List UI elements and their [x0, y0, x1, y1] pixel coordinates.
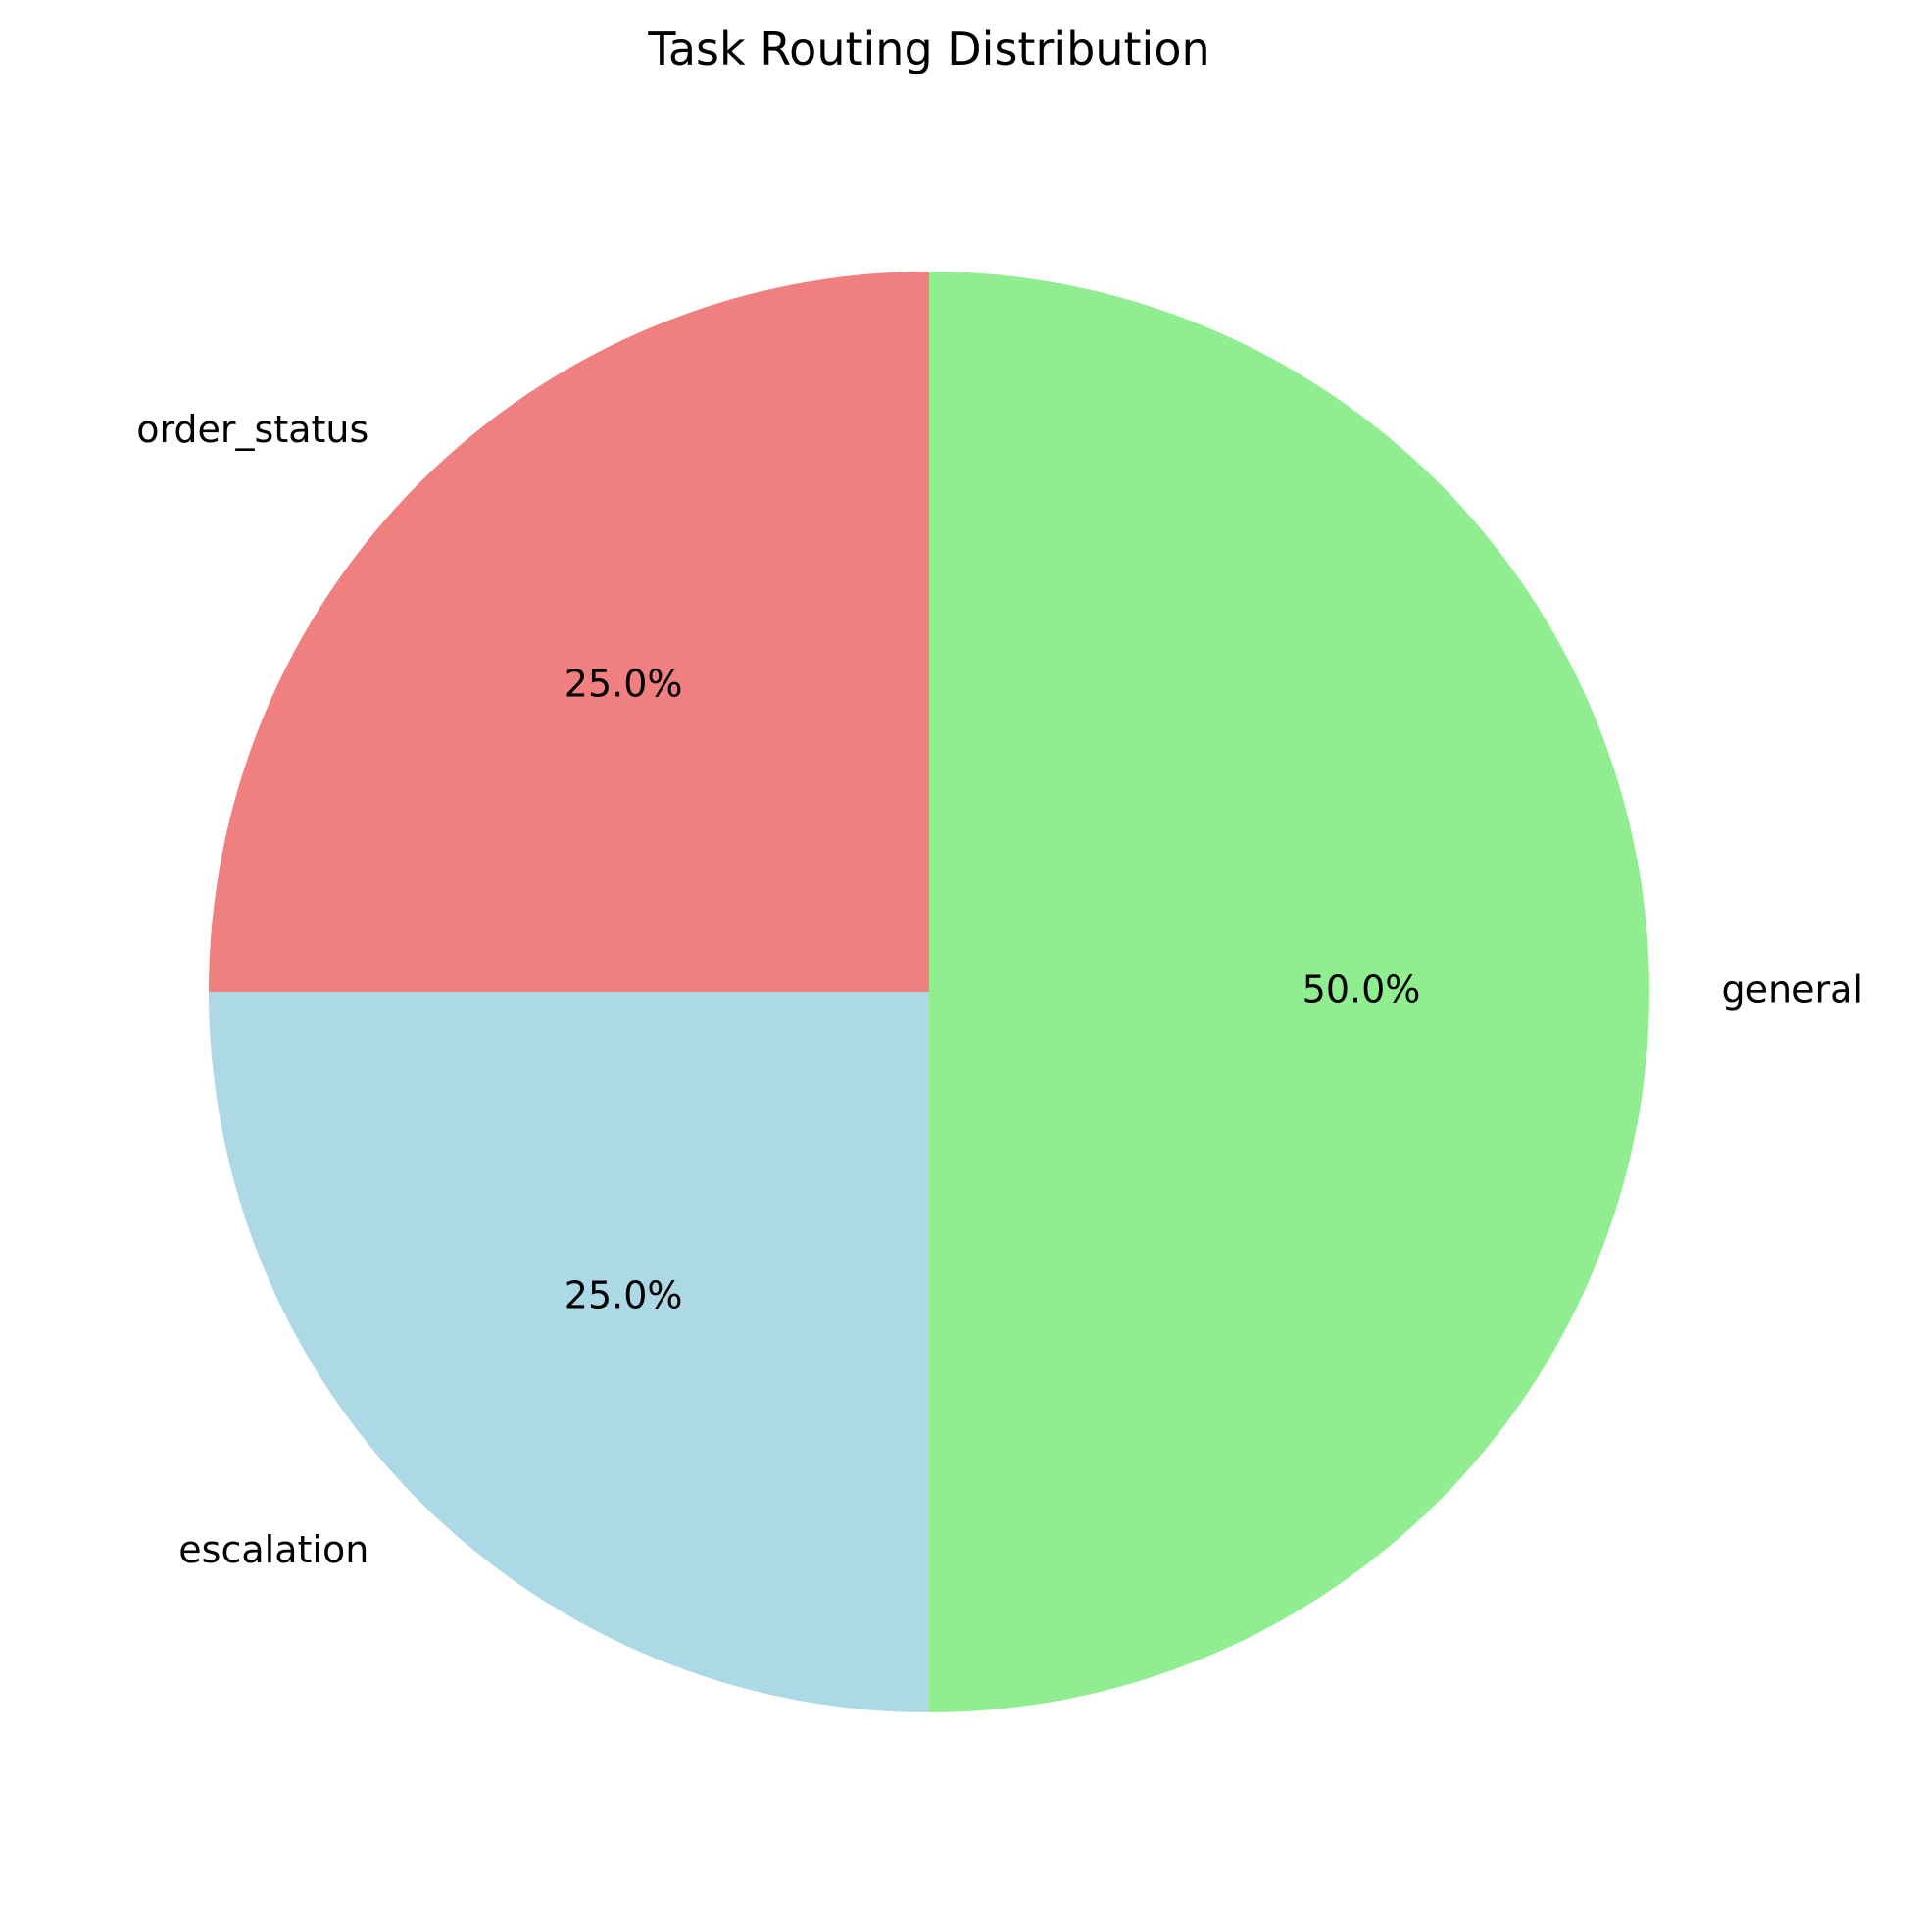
slice-label-order-status: order_status — [136, 408, 368, 451]
pie-slices — [209, 272, 1649, 1712]
pie-labels: order_status 25.0% escalation 25.0% general 5… — [136, 408, 1863, 1571]
slice-label-general: general — [1722, 968, 1863, 1012]
percent-label-general: 50.0% — [1302, 968, 1421, 1012]
pie-slice-order-status — [209, 272, 929, 992]
slice-label-escalation: escalation — [178, 1528, 368, 1571]
percent-label-escalation: 25.0% — [565, 1273, 683, 1316]
pie-slice-escalation — [209, 992, 929, 1712]
pie-slice-general — [929, 272, 1649, 1712]
percent-label-order-status: 25.0% — [565, 663, 683, 706]
chart-title: Task Routing Distribution — [647, 23, 1209, 75]
